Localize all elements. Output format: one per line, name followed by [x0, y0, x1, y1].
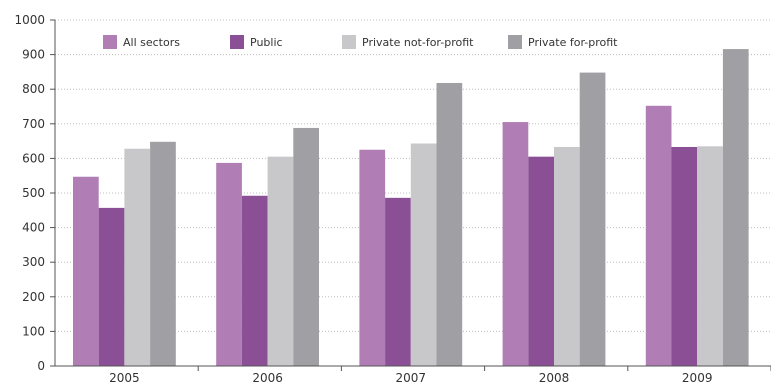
y-tick-label: 900 — [22, 48, 45, 62]
bar-all-sectors-2006 — [216, 162, 242, 366]
bar-all-sectors-2008 — [502, 122, 529, 366]
bar-public-2006 — [241, 195, 268, 366]
bar-public-2007 — [385, 197, 411, 366]
bar-all-sectors-2009 — [645, 105, 672, 366]
y-tick-label: 800 — [22, 82, 45, 96]
bar-private-for-profit-2006 — [293, 127, 319, 366]
axes-layer: 0 100 200 300 400 500 600 700 800 900 1000 2005 2006… — [14, 13, 771, 385]
bar-all-sectors-2007 — [359, 149, 386, 366]
y-tick-label: 500 — [22, 186, 45, 200]
bar-private-not-for-profit-2007 — [410, 143, 437, 366]
legend-swatch-private-not-for-profit — [342, 35, 356, 49]
bar-private-not-for-profit-2009 — [697, 146, 723, 366]
legend-swatch-public — [230, 35, 244, 49]
bar-private-for-profit-2008 — [579, 72, 606, 366]
bar-private-for-profit-2007 — [436, 82, 463, 366]
y-tick-label: 700 — [22, 117, 45, 131]
bar-private-not-for-profit-2005 — [124, 148, 151, 366]
x-tick-label-2006: 2006 — [252, 371, 283, 385]
y-tick-label: 200 — [22, 290, 45, 304]
legend-swatch-all-sectors — [103, 35, 117, 49]
bar-private-for-profit-2005 — [150, 141, 176, 366]
bar-public-2009 — [671, 146, 698, 366]
legend-label-public: Public — [250, 36, 283, 49]
bar-private-for-profit-2009 — [722, 49, 749, 367]
bar-public-2008 — [528, 156, 554, 366]
bars-layer — [73, 49, 749, 367]
bar-all-sectors-2005 — [73, 176, 99, 366]
bar-public-2005 — [98, 207, 125, 366]
y-tick-label: 1000 — [14, 13, 45, 27]
y-tick-label: 100 — [22, 324, 45, 338]
y-tick-label: 300 — [22, 255, 45, 269]
legend-label-private-for-profit: Private for-profit — [528, 36, 618, 49]
y-tick-label: 600 — [22, 151, 45, 165]
x-tick-label-2009: 2009 — [682, 371, 713, 385]
bar-private-not-for-profit-2006 — [267, 156, 294, 366]
y-tick-label: 400 — [22, 221, 45, 235]
x-tick-label-2005: 2005 — [109, 371, 140, 385]
legend-label-all-sectors: All sectors — [123, 36, 180, 49]
x-tick-label-2008: 2008 — [539, 371, 570, 385]
legend: All sectors Public Private not-for-profit P… — [103, 35, 618, 49]
x-tick-label-2007: 2007 — [396, 371, 427, 385]
y-tick-label: 0 — [37, 359, 45, 373]
legend-swatch-private-for-profit — [508, 35, 522, 49]
legend-label-private-not-for-profit: Private not-for-profit — [362, 36, 474, 49]
bar-private-not-for-profit-2008 — [554, 146, 580, 366]
